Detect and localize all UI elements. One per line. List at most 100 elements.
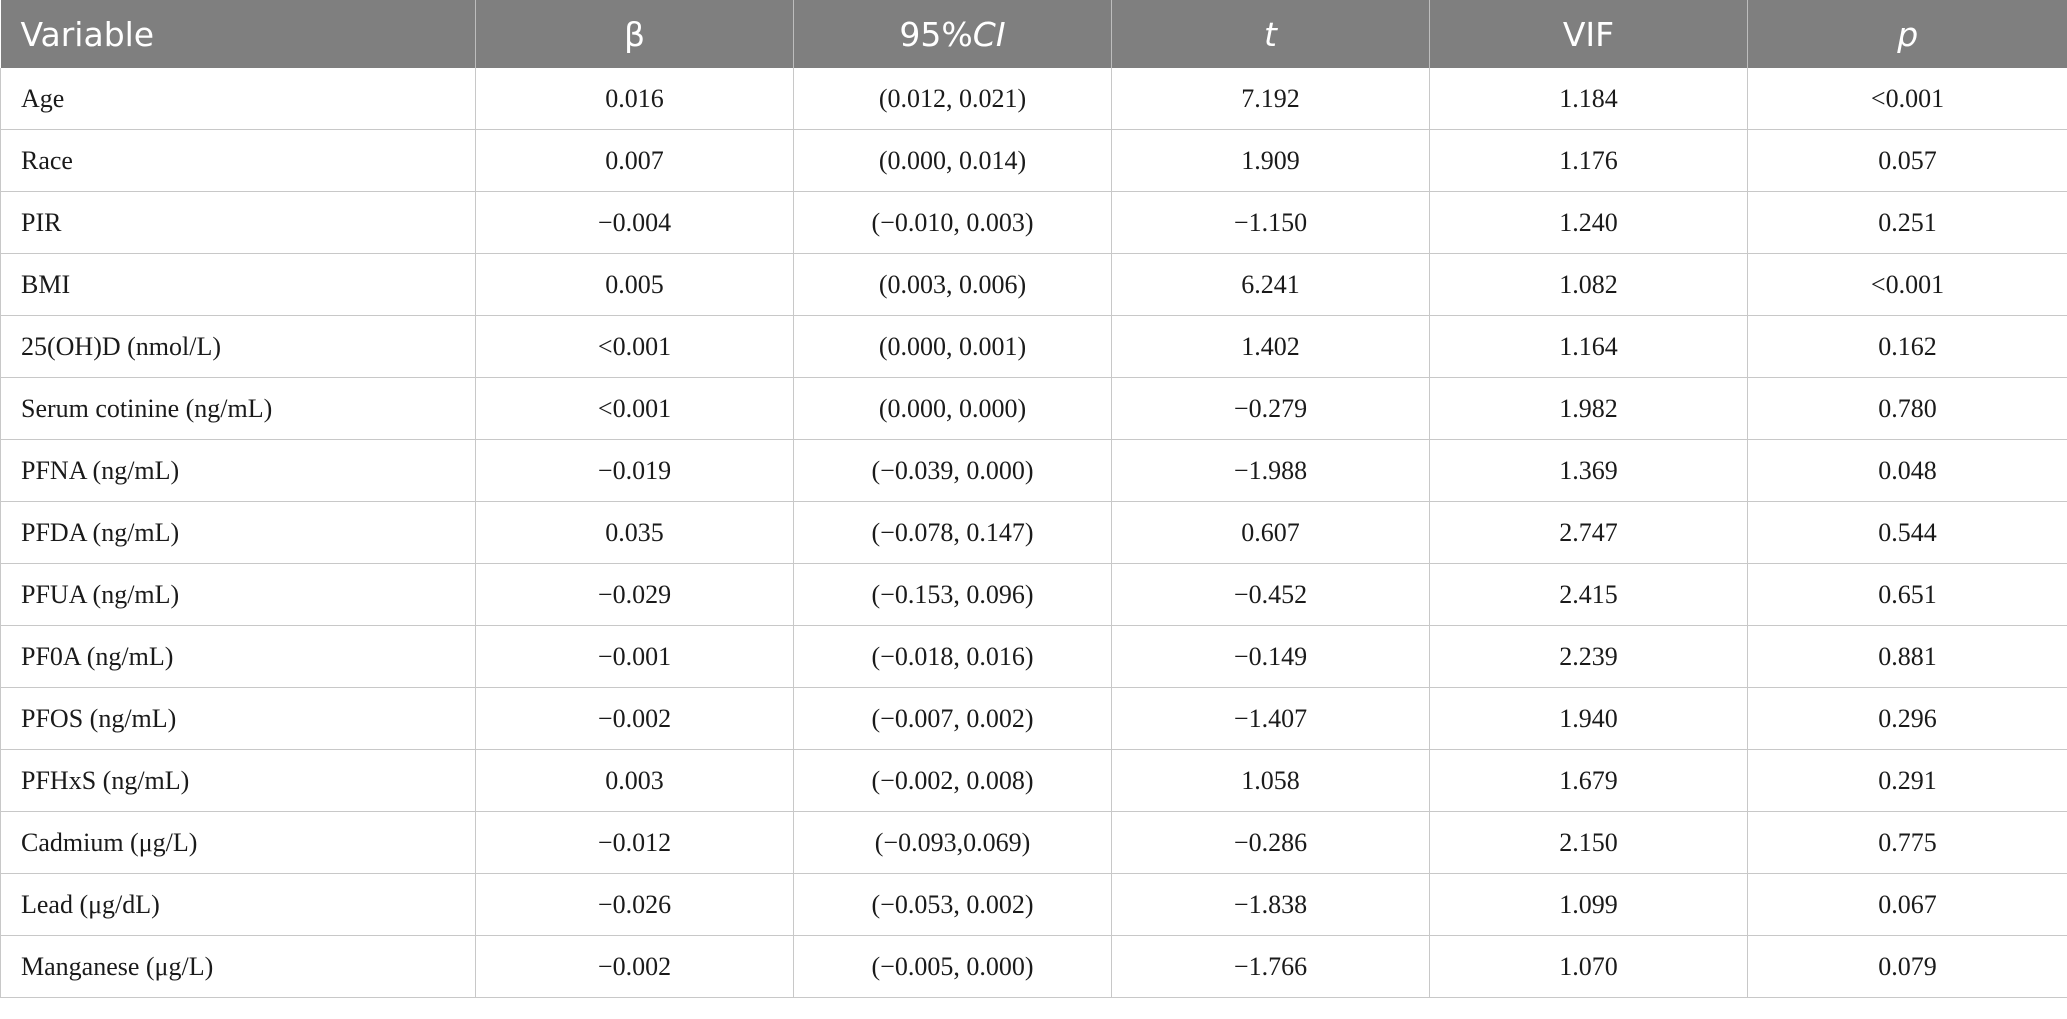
header-ci-prefix: 95% — [899, 14, 973, 54]
cell-ci: (−0.010, 0.003) — [793, 191, 1112, 254]
cell-vif: 2.239 — [1429, 625, 1748, 688]
cell-ci: (−0.007, 0.002) — [793, 687, 1112, 750]
cell-t: −0.286 — [1111, 811, 1430, 874]
cell-variable: PIR — [0, 191, 476, 254]
cell-p: 0.544 — [1747, 501, 2067, 564]
cell-beta: −0.002 — [475, 687, 794, 750]
cell-p: 0.079 — [1747, 935, 2067, 998]
cell-p: 0.881 — [1747, 625, 2067, 688]
cell-ci: (0.000, 0.001) — [793, 315, 1112, 378]
cell-variable: 25(OH)D (nmol/L) — [0, 315, 476, 378]
table-row: Lead (μg/dL) −0.026 (−0.053, 0.002) −1.838 1… — [0, 873, 2067, 936]
cell-ci: (0.012, 0.021) — [793, 68, 1112, 130]
table-row: BMI 0.005 (0.003, 0.006) 6.241 1.082 <0.001 — [0, 253, 2067, 316]
cell-vif: 2.415 — [1429, 563, 1748, 626]
cell-beta: 0.005 — [475, 253, 794, 316]
cell-beta: <0.001 — [475, 315, 794, 378]
cell-p: <0.001 — [1747, 253, 2067, 316]
cell-p: 0.067 — [1747, 873, 2067, 936]
cell-beta: −0.026 — [475, 873, 794, 936]
cell-variable: BMI — [0, 253, 476, 316]
header-beta: β — [475, 0, 794, 68]
header-ci-italic: CI — [972, 14, 1006, 54]
cell-vif: 1.184 — [1429, 68, 1748, 130]
cell-ci: (−0.018, 0.016) — [793, 625, 1112, 688]
cell-p: 0.251 — [1747, 191, 2067, 254]
cell-vif: 1.982 — [1429, 377, 1748, 440]
cell-vif: 1.164 — [1429, 315, 1748, 378]
cell-p: 0.651 — [1747, 563, 2067, 626]
table-body: Age 0.016 (0.012, 0.021) 7.192 1.184 <0.001 Ra… — [0, 68, 2067, 998]
cell-t: −0.452 — [1111, 563, 1430, 626]
cell-vif: 1.070 — [1429, 935, 1748, 998]
cell-p: 0.291 — [1747, 749, 2067, 812]
cell-vif: 1.940 — [1429, 687, 1748, 750]
cell-t: 1.058 — [1111, 749, 1430, 812]
cell-vif: 2.747 — [1429, 501, 1748, 564]
table-row: Serum cotinine (ng/mL) <0.001 (0.000, 0.00… — [0, 377, 2067, 440]
cell-variable: PFDA (ng/mL) — [0, 501, 476, 564]
table-row: PF0A (ng/mL) −0.001 (−0.018, 0.016) −0.149 2… — [0, 625, 2067, 688]
cell-p: 0.775 — [1747, 811, 2067, 874]
cell-beta: −0.019 — [475, 439, 794, 502]
cell-beta: −0.004 — [475, 191, 794, 254]
cell-t: 1.909 — [1111, 129, 1430, 192]
cell-variable: Serum cotinine (ng/mL) — [0, 377, 476, 440]
cell-beta: 0.035 — [475, 501, 794, 564]
cell-ci: (−0.005, 0.000) — [793, 935, 1112, 998]
header-t-label: t — [1264, 14, 1277, 54]
cell-beta: −0.002 — [475, 935, 794, 998]
table-row: Manganese (μg/L) −0.002 (−0.005, 0.000) −1.… — [0, 935, 2067, 998]
table-row: Age 0.016 (0.012, 0.021) 7.192 1.184 <0.001 — [0, 68, 2067, 130]
table-row: PFHxS (ng/mL) 0.003 (−0.002, 0.008) 1.058 1.… — [0, 749, 2067, 812]
cell-t: 6.241 — [1111, 253, 1430, 316]
cell-t: 1.402 — [1111, 315, 1430, 378]
cell-ci: (0.000, 0.000) — [793, 377, 1112, 440]
cell-t: −1.766 — [1111, 935, 1430, 998]
cell-t: −1.838 — [1111, 873, 1430, 936]
cell-variable: Manganese (μg/L) — [0, 935, 476, 998]
cell-vif: 1.099 — [1429, 873, 1748, 936]
cell-beta: 0.003 — [475, 749, 794, 812]
cell-variable: Age — [0, 68, 476, 130]
cell-p: 0.048 — [1747, 439, 2067, 502]
cell-t: 7.192 — [1111, 68, 1430, 130]
table-row: PFOS (ng/mL) −0.002 (−0.007, 0.002) −1.407 1… — [0, 687, 2067, 750]
cell-p: <0.001 — [1747, 68, 2067, 130]
cell-p: 0.780 — [1747, 377, 2067, 440]
cell-vif: 2.150 — [1429, 811, 1748, 874]
cell-beta: 0.007 — [475, 129, 794, 192]
cell-p: 0.057 — [1747, 129, 2067, 192]
table-row: Race 0.007 (0.000, 0.014) 1.909 1.176 0.057 — [0, 129, 2067, 192]
cell-vif: 1.176 — [1429, 129, 1748, 192]
table-row: Cadmium (μg/L) −0.012 (−0.093,0.069) −0.286… — [0, 811, 2067, 874]
header-p-label: p — [1897, 14, 1919, 54]
cell-variable: Race — [0, 129, 476, 192]
cell-t: −1.150 — [1111, 191, 1430, 254]
cell-ci: (−0.039, 0.000) — [793, 439, 1112, 502]
regression-table: Variable β 95%CI t VIF p Age 0.016 (0.012,… — [0, 0, 2067, 998]
cell-p: 0.162 — [1747, 315, 2067, 378]
cell-vif: 1.240 — [1429, 191, 1748, 254]
cell-t: −1.407 — [1111, 687, 1430, 750]
cell-variable: PFUA (ng/mL) — [0, 563, 476, 626]
cell-vif: 1.369 — [1429, 439, 1748, 502]
cell-t: 0.607 — [1111, 501, 1430, 564]
table-row: 25(OH)D (nmol/L) <0.001 (0.000, 0.001) 1.40… — [0, 315, 2067, 378]
cell-ci: (0.003, 0.006) — [793, 253, 1112, 316]
table-row: PFUA (ng/mL) −0.029 (−0.153, 0.096) −0.452 2… — [0, 563, 2067, 626]
cell-variable: Lead (μg/dL) — [0, 873, 476, 936]
cell-t: −1.988 — [1111, 439, 1430, 502]
header-t: t — [1111, 0, 1430, 68]
cell-beta: −0.001 — [475, 625, 794, 688]
cell-t: −0.149 — [1111, 625, 1430, 688]
table-row: PIR −0.004 (−0.010, 0.003) −1.150 1.240 0.251 — [0, 191, 2067, 254]
cell-ci: (−0.002, 0.008) — [793, 749, 1112, 812]
header-vif: VIF — [1429, 0, 1748, 68]
header-p: p — [1747, 0, 2067, 68]
cell-variable: Cadmium (μg/L) — [0, 811, 476, 874]
cell-variable: PFNA (ng/mL) — [0, 439, 476, 502]
table-row: PFNA (ng/mL) −0.019 (−0.039, 0.000) −1.988 1… — [0, 439, 2067, 502]
cell-vif: 1.082 — [1429, 253, 1748, 316]
cell-ci: (−0.093,0.069) — [793, 811, 1112, 874]
